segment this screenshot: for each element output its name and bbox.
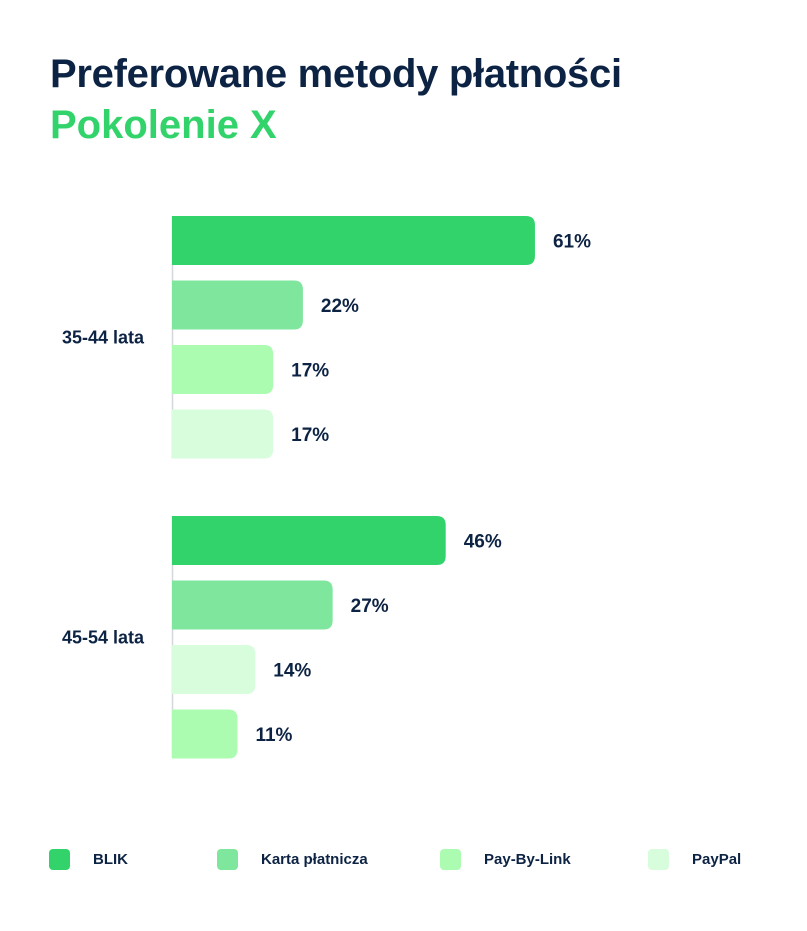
legend-label-karta-platnicza: Karta płatnicza — [261, 851, 368, 868]
legend: BLIK Karta płatnicza Pay-By-Link PayPal — [0, 849, 807, 879]
legend-item-pay-by-link: Pay-By-Link — [440, 849, 571, 870]
legend-swatch-paypal — [648, 849, 669, 870]
legend-swatch-blik — [49, 849, 70, 870]
bar-paypal — [172, 645, 256, 694]
legend-item-blik: BLIK — [49, 849, 128, 870]
legend-swatch-pay-by-link — [440, 849, 461, 870]
value-label: 17% — [291, 425, 329, 446]
legend-label-pay-by-link: Pay-By-Link — [484, 851, 571, 868]
value-label: 11% — [255, 725, 292, 746]
legend-label-paypal: PayPal — [692, 851, 742, 868]
category-label: 35-44 lata — [62, 327, 145, 347]
value-label: 27% — [351, 596, 389, 617]
legend-item-karta-platnicza: Karta płatnicza — [217, 849, 368, 870]
bar-chart: 35-44 lata 61% 22% 17% 17% 45-54 lata 46% 27% 14… — [62, 216, 591, 759]
value-label: 22% — [321, 296, 359, 317]
bar-pay-by-link — [172, 709, 238, 759]
bar-pay-by-link — [172, 345, 274, 394]
value-label: 61% — [553, 232, 591, 253]
chart-title: Preferowane metody płatności — [50, 52, 622, 96]
bar-blik — [172, 516, 446, 565]
legend-label-blik: BLIK — [93, 851, 128, 868]
bar-blik — [172, 216, 535, 265]
legend-swatch-karta-platnicza — [217, 849, 238, 870]
value-label: 46% — [464, 532, 502, 553]
value-label: 14% — [273, 661, 311, 682]
value-label: 17% — [291, 361, 329, 382]
bar-paypal — [172, 409, 274, 459]
chart-subtitle: Pokolenie X — [50, 103, 277, 147]
category-label: 45-54 lata — [62, 627, 145, 647]
bar-karta-platnicza — [172, 280, 303, 330]
bar-karta-platnicza — [172, 580, 333, 630]
legend-item-paypal: PayPal — [648, 849, 741, 870]
